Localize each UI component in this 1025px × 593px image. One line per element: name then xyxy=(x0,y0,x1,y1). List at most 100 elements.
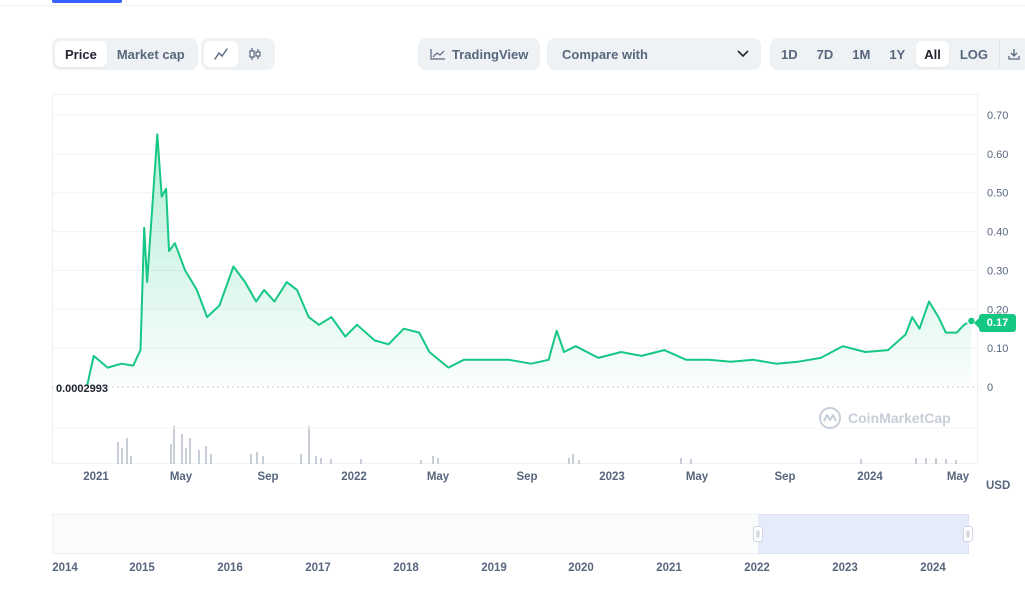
y-tick-label: 0 xyxy=(987,382,993,394)
range-all-button[interactable]: All xyxy=(916,41,949,67)
volume-bar xyxy=(432,456,434,464)
y-tick-label: 0.20 xyxy=(987,304,1008,316)
navigator-year-label: 2022 xyxy=(744,562,770,574)
range-navigator[interactable] xyxy=(52,514,969,554)
volume-bar xyxy=(300,454,302,464)
x-tick-label: 2021 xyxy=(83,471,109,483)
volume-bar xyxy=(126,438,128,464)
range-1y-button[interactable]: 1Y xyxy=(889,46,906,62)
volume-bar xyxy=(860,459,862,464)
range-1m-button[interactable]: 1M xyxy=(852,46,871,62)
y-tick-label: 0.10 xyxy=(987,343,1008,355)
navigator-year-label: 2015 xyxy=(129,562,155,574)
x-tick-label: May xyxy=(946,471,970,483)
chevron-down-icon xyxy=(737,50,749,58)
x-tick-label: Sep xyxy=(774,471,796,483)
chart-type-toggle xyxy=(201,38,275,70)
volume-bar xyxy=(189,438,191,464)
volume-bar xyxy=(955,460,957,464)
log-scale-button[interactable]: LOG xyxy=(959,46,989,62)
candlestick-icon[interactable] xyxy=(238,41,272,67)
navigator-year-label: 2021 xyxy=(656,562,682,574)
volume-bar xyxy=(185,448,187,464)
volume-bar xyxy=(121,448,123,464)
navigator-selection[interactable] xyxy=(758,514,969,554)
volume-bar xyxy=(173,426,175,464)
volume-bar xyxy=(130,456,132,464)
volume-bar xyxy=(315,456,317,464)
volume-bar xyxy=(572,454,574,464)
currency-label: USD xyxy=(986,480,1011,492)
y-tick-label: 0.60 xyxy=(987,149,1008,161)
volume-bar xyxy=(210,454,212,464)
navigator-year-label: 2016 xyxy=(217,562,243,574)
tradingview-icon xyxy=(430,49,445,60)
volume-bar xyxy=(308,426,310,464)
volume-bar xyxy=(925,458,927,464)
navigator-year-label: 2018 xyxy=(393,562,419,574)
compare-select[interactable]: Compare with xyxy=(547,38,761,70)
compare-label: Compare with xyxy=(562,46,648,62)
volume-bar xyxy=(915,458,917,464)
baseline-label: 0.0002993 xyxy=(56,383,108,395)
volume-bar xyxy=(690,459,692,464)
metric-toggle: Price Market cap xyxy=(52,38,198,70)
volume-bar xyxy=(680,458,682,464)
navigator-year-label: 2020 xyxy=(568,562,594,574)
volume-bar xyxy=(360,459,362,464)
price-button[interactable]: Price xyxy=(55,41,107,67)
download-icon[interactable] xyxy=(999,41,1025,67)
volume-bar xyxy=(568,458,570,464)
volume-bar xyxy=(330,459,332,464)
x-tick-label: Sep xyxy=(257,471,279,483)
volume-bar xyxy=(170,444,172,464)
navigator-year-label: 2024 xyxy=(920,562,946,574)
watermark-text: CoinMarketCap xyxy=(848,410,951,426)
current-price-tag: 0.17 xyxy=(974,314,1016,332)
line-chart-icon[interactable] xyxy=(204,41,238,67)
tradingview-label: TradingView xyxy=(452,46,529,62)
navigator-year-label: 2023 xyxy=(832,562,858,574)
navigator-right-handle[interactable]: || xyxy=(963,526,973,542)
price-line xyxy=(86,133,972,387)
volume-bar xyxy=(578,460,580,464)
active-tab-indicator xyxy=(52,0,122,3)
x-tick-label: May xyxy=(169,471,193,483)
volume-bar xyxy=(437,458,439,464)
x-tick-label: 2023 xyxy=(599,471,625,483)
navigator-year-label: 2017 xyxy=(305,562,331,574)
navigator-left-handle[interactable]: || xyxy=(753,526,763,542)
y-tick-label: 0.30 xyxy=(987,265,1008,277)
volume-bar xyxy=(420,460,422,464)
y-tick-label: 0.40 xyxy=(987,227,1008,239)
volume-bar xyxy=(945,459,947,464)
volume-bar xyxy=(205,446,207,464)
price-area xyxy=(87,134,972,387)
x-tick-label: 2022 xyxy=(341,471,367,483)
navigator-year-label: 2014 xyxy=(52,562,78,574)
divider xyxy=(0,5,1025,6)
volume-bar xyxy=(117,442,119,464)
x-tick-label: Sep xyxy=(516,471,538,483)
coinmarketcap-watermark: CoinMarketCap xyxy=(818,406,951,430)
navigator-year-label: 2019 xyxy=(481,562,507,574)
range-1d-button[interactable]: 1D xyxy=(781,46,798,62)
x-tick-label: May xyxy=(426,471,450,483)
coinmarketcap-logo-icon xyxy=(819,407,841,429)
range-toggle: 1D 7D 1M 1Y All LOG xyxy=(770,38,1025,70)
volume-bar xyxy=(262,456,264,464)
tradingview-button[interactable]: TradingView xyxy=(418,38,541,70)
x-tick-label: 2024 xyxy=(857,471,883,483)
volume-bar xyxy=(198,450,200,464)
volume-bar xyxy=(250,454,252,464)
volume-bar xyxy=(256,452,258,464)
y-tick-label: 0.50 xyxy=(987,188,1008,200)
volume-bar xyxy=(181,434,183,464)
volume-bar xyxy=(935,458,937,464)
volume-bar xyxy=(320,458,322,464)
chart-frame xyxy=(52,94,978,464)
range-7d-button[interactable]: 7D xyxy=(816,46,834,62)
market-cap-button[interactable]: Market cap xyxy=(116,46,185,62)
x-tick-label: May xyxy=(685,471,709,483)
